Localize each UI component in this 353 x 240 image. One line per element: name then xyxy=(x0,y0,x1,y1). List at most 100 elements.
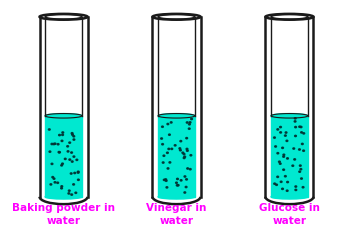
Ellipse shape xyxy=(61,188,62,189)
Ellipse shape xyxy=(295,135,297,137)
Ellipse shape xyxy=(49,151,51,152)
Ellipse shape xyxy=(61,186,62,187)
Ellipse shape xyxy=(180,150,181,151)
Ellipse shape xyxy=(61,165,62,166)
Ellipse shape xyxy=(48,129,50,130)
Ellipse shape xyxy=(286,140,288,142)
Ellipse shape xyxy=(57,182,59,183)
Ellipse shape xyxy=(189,128,190,129)
Ellipse shape xyxy=(51,143,53,145)
Ellipse shape xyxy=(186,148,188,150)
Ellipse shape xyxy=(77,172,79,173)
Ellipse shape xyxy=(161,138,162,139)
Ellipse shape xyxy=(69,159,71,160)
Ellipse shape xyxy=(186,179,187,180)
Ellipse shape xyxy=(158,114,195,118)
Ellipse shape xyxy=(295,126,297,128)
Ellipse shape xyxy=(170,122,172,123)
Ellipse shape xyxy=(274,137,275,138)
Ellipse shape xyxy=(71,161,73,162)
Ellipse shape xyxy=(78,179,79,180)
Ellipse shape xyxy=(183,157,185,159)
Bar xyxy=(158,116,195,197)
Ellipse shape xyxy=(72,134,73,135)
Ellipse shape xyxy=(265,14,313,20)
Ellipse shape xyxy=(54,182,56,183)
Ellipse shape xyxy=(74,172,76,174)
Ellipse shape xyxy=(171,148,173,150)
Ellipse shape xyxy=(301,143,303,144)
Ellipse shape xyxy=(53,178,55,179)
Ellipse shape xyxy=(294,159,295,160)
Ellipse shape xyxy=(280,181,282,182)
Ellipse shape xyxy=(62,134,64,136)
Ellipse shape xyxy=(40,14,88,20)
Ellipse shape xyxy=(189,122,191,123)
Ellipse shape xyxy=(282,147,283,149)
Ellipse shape xyxy=(58,151,60,153)
Ellipse shape xyxy=(51,163,53,165)
Ellipse shape xyxy=(274,183,276,184)
Ellipse shape xyxy=(73,139,75,140)
Ellipse shape xyxy=(71,132,73,134)
Ellipse shape xyxy=(287,158,288,159)
Ellipse shape xyxy=(184,156,186,157)
Ellipse shape xyxy=(67,146,68,147)
Ellipse shape xyxy=(168,148,170,150)
Ellipse shape xyxy=(302,186,304,188)
Ellipse shape xyxy=(62,132,64,133)
Ellipse shape xyxy=(71,152,72,153)
Bar xyxy=(152,17,201,197)
Bar xyxy=(40,17,88,197)
Ellipse shape xyxy=(71,194,73,195)
Bar xyxy=(45,116,82,197)
Ellipse shape xyxy=(293,148,295,149)
Ellipse shape xyxy=(184,176,186,177)
Ellipse shape xyxy=(275,146,276,147)
Ellipse shape xyxy=(169,134,170,135)
Ellipse shape xyxy=(160,192,193,196)
Ellipse shape xyxy=(286,190,288,191)
Ellipse shape xyxy=(186,150,188,151)
Ellipse shape xyxy=(295,189,297,191)
Ellipse shape xyxy=(166,187,168,188)
Ellipse shape xyxy=(167,152,168,153)
Ellipse shape xyxy=(152,14,201,20)
Ellipse shape xyxy=(45,195,82,199)
Ellipse shape xyxy=(59,152,60,153)
Ellipse shape xyxy=(73,156,75,157)
Ellipse shape xyxy=(273,192,306,196)
Ellipse shape xyxy=(70,173,72,174)
Ellipse shape xyxy=(180,180,182,181)
Ellipse shape xyxy=(162,126,163,127)
Ellipse shape xyxy=(303,133,305,134)
Ellipse shape xyxy=(158,195,195,199)
Ellipse shape xyxy=(285,135,286,136)
Ellipse shape xyxy=(294,121,296,122)
Ellipse shape xyxy=(301,132,303,133)
Ellipse shape xyxy=(73,184,74,185)
Ellipse shape xyxy=(162,162,164,163)
Bar xyxy=(265,17,313,197)
Ellipse shape xyxy=(176,178,178,180)
Ellipse shape xyxy=(180,140,182,142)
Ellipse shape xyxy=(59,134,60,136)
Ellipse shape xyxy=(280,126,281,128)
Ellipse shape xyxy=(67,151,69,152)
Ellipse shape xyxy=(277,176,279,178)
Ellipse shape xyxy=(177,185,179,186)
Ellipse shape xyxy=(45,114,82,118)
Ellipse shape xyxy=(62,163,64,164)
Ellipse shape xyxy=(184,192,186,193)
Ellipse shape xyxy=(279,163,281,164)
Ellipse shape xyxy=(176,185,178,186)
Ellipse shape xyxy=(191,118,192,120)
Ellipse shape xyxy=(185,186,187,188)
Ellipse shape xyxy=(182,152,184,153)
Text: Vinegar in
water: Vinegar in water xyxy=(146,203,207,226)
Ellipse shape xyxy=(50,184,52,185)
Ellipse shape xyxy=(190,155,192,156)
Ellipse shape xyxy=(179,148,181,149)
Ellipse shape xyxy=(271,114,308,118)
Ellipse shape xyxy=(167,168,169,169)
